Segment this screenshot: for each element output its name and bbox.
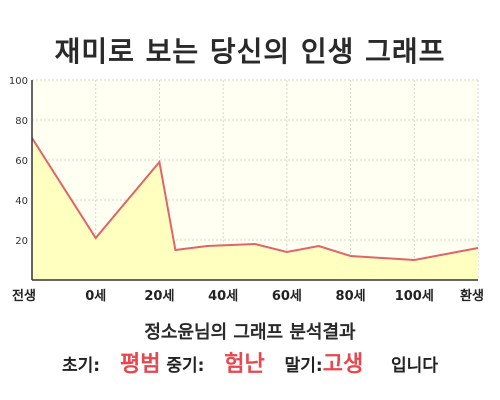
x-tick-label: 80세 [336, 289, 366, 304]
y-tick-label: 20 [15, 236, 28, 247]
x-tick-label: 100세 [395, 289, 434, 304]
x-tick-labels: 전생 0세 20세 40세 60세 80세 100세 환생 [12, 288, 484, 304]
x-tick-label: 40세 [208, 289, 238, 304]
y-tick-label: 60 [15, 156, 28, 167]
y-tick-labels: 20 40 60 80 100 [9, 76, 28, 247]
x-tick-label: 20세 [144, 289, 174, 304]
early-value: 평범 [119, 352, 161, 377]
early-label: 초기: [62, 356, 101, 376]
page-title: 재미로 보는 당신의 인생 그래프 [54, 35, 446, 68]
y-tick-label: 40 [15, 196, 28, 207]
series-line [31, 137, 479, 262]
y-tick-label: 80 [15, 116, 28, 127]
x-tick-label: 전생 [12, 288, 36, 304]
x-tick-label: 0세 [85, 289, 106, 304]
y-tick-label: 100 [9, 76, 28, 87]
middle-value: 험난 [224, 352, 265, 377]
axes [31, 80, 478, 281]
x-tick-label: 60세 [272, 289, 302, 304]
x-tick-label: 환생 [460, 288, 484, 304]
ending-text: 입니다 [391, 356, 438, 376]
late-label: 말기: [284, 356, 323, 376]
phase-summary: 초기: 평범 중기: 험난 말기:고생 입니다 [0, 346, 500, 382]
late-value: 고생 [322, 352, 364, 377]
middle-label: 중기: [166, 356, 205, 376]
series-area [32, 138, 478, 280]
summary-title: 정소윤님의 그래프 분석결과 [144, 322, 356, 343]
life-graph-chart: 20 40 60 80 100 전생 0세 20세 40세 60세 80세 100세 환생 [9, 76, 484, 304]
